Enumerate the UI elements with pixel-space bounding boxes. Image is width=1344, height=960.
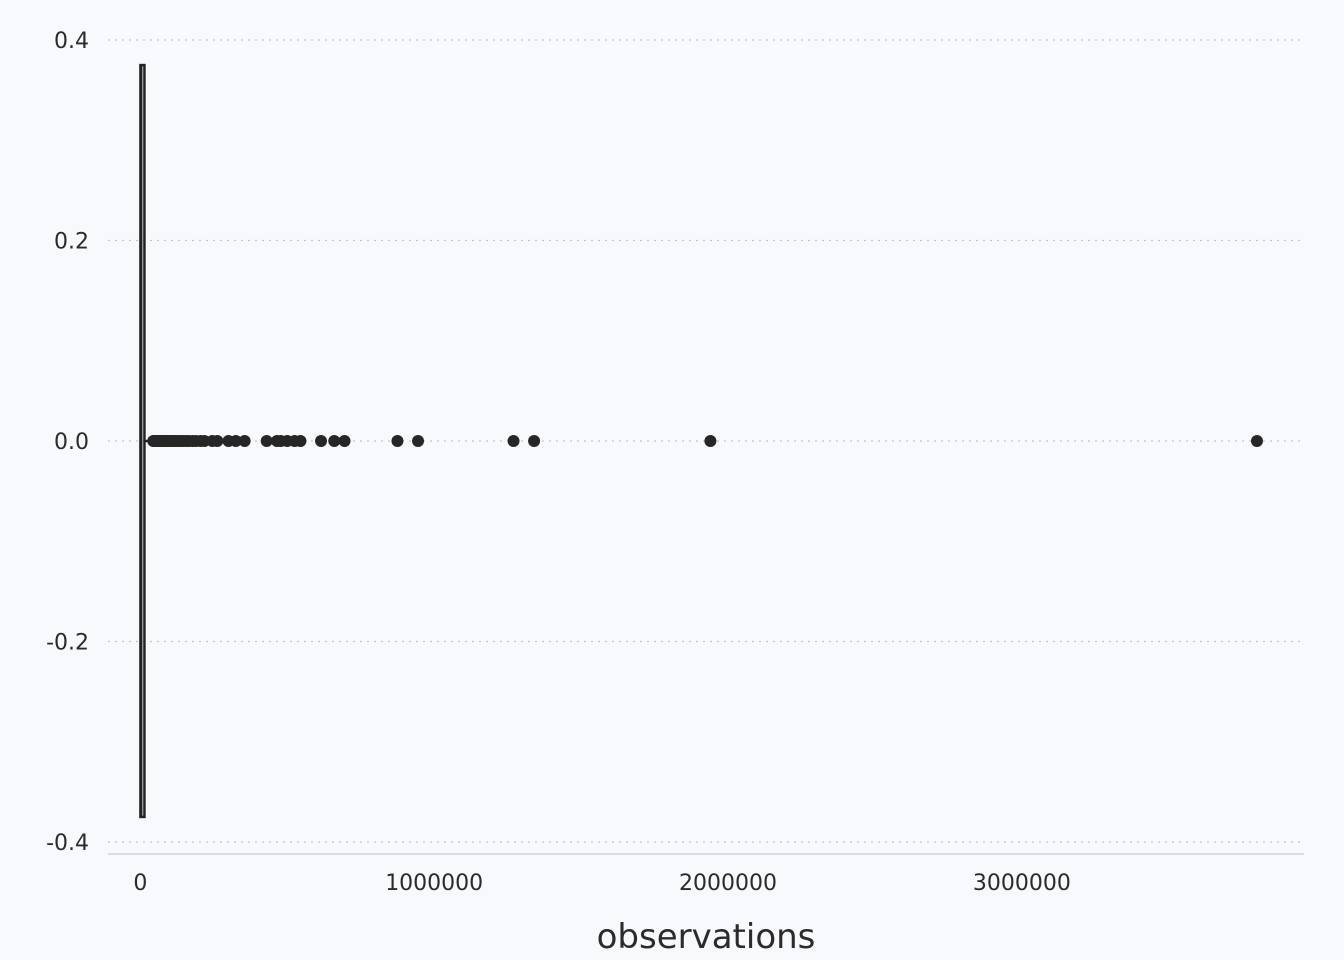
y-tick-label: -0.4 — [46, 831, 89, 856]
outlier-point — [229, 435, 242, 447]
outlier-point — [507, 435, 520, 447]
outlier-point — [294, 435, 307, 447]
outlier-point — [211, 435, 224, 447]
x-axis-title: observations — [597, 917, 816, 957]
outlier-point — [328, 435, 341, 447]
outlier-points — [147, 435, 1263, 447]
x-tick-label: 3000000 — [973, 871, 1071, 896]
outlier-point — [260, 435, 273, 447]
y-tick-labels: 0.4 0.2 0.0 -0.2 -0.4 — [46, 29, 89, 856]
outlier-point — [1250, 435, 1263, 447]
y-tick-label: -0.2 — [46, 631, 89, 656]
y-tick-label: 0.4 — [54, 29, 89, 54]
outlier-point — [704, 435, 717, 447]
outlier-point — [238, 435, 251, 447]
outlier-point — [412, 435, 425, 447]
outlier-point — [528, 435, 541, 447]
outlier-point — [315, 435, 328, 447]
outlier-point — [338, 435, 351, 447]
box-element — [139, 63, 149, 819]
x-tick-label: 2000000 — [679, 871, 777, 896]
outlier-point — [391, 435, 404, 447]
x-tick-label: 1000000 — [385, 871, 483, 896]
y-tick-label: 0.0 — [54, 430, 89, 455]
x-tick-label: 0 — [133, 871, 147, 896]
y-tick-label: 0.2 — [54, 230, 89, 255]
x-axis: 0 1000000 2000000 3000000 — [108, 853, 1304, 896]
